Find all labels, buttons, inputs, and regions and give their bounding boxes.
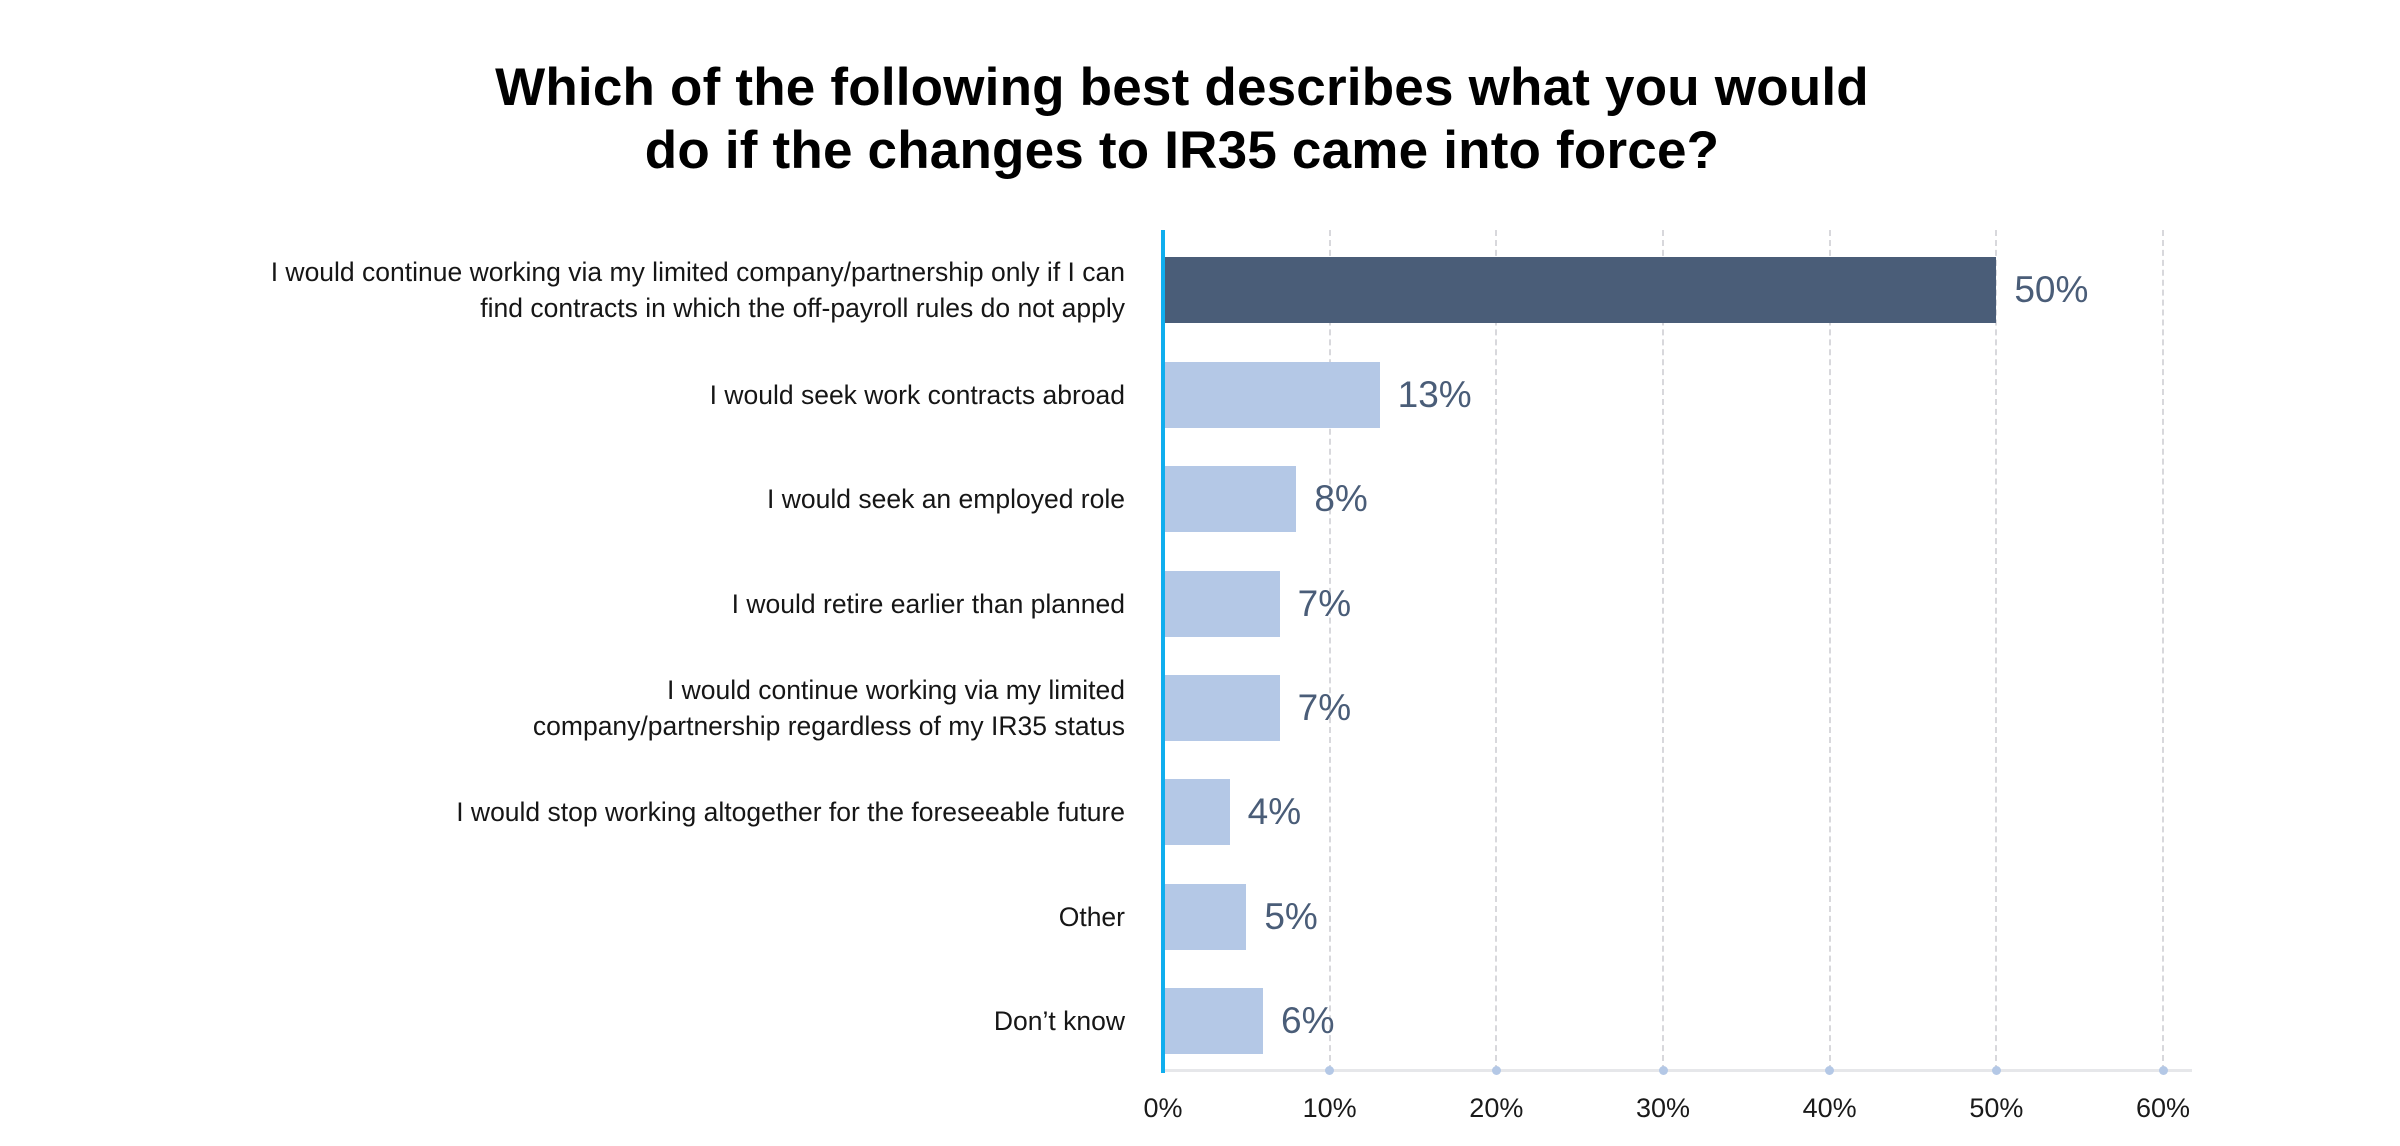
category-label: I would stop working altogether for the … xyxy=(125,779,1125,845)
chart-title: Which of the following best describes wh… xyxy=(0,56,2400,182)
x-tick-label: 50% xyxy=(1969,1093,2024,1123)
bar-row: I would seek work contracts abroad 13% xyxy=(0,362,2400,428)
x-tick-label: 60% xyxy=(2135,1093,2191,1123)
category-label-line: find contracts in which the off-payroll … xyxy=(480,293,1125,323)
value-label: 7% xyxy=(1297,687,1352,728)
x-tick-label: 10% xyxy=(1302,1093,1357,1123)
x-tick-label: 20% xyxy=(1469,1093,1524,1123)
category-label: I would seek work contracts abroad xyxy=(125,362,1125,428)
category-label: Don’t know xyxy=(125,988,1125,1054)
gridline xyxy=(1495,230,1498,1071)
category-label: I would continue working via my limited c… xyxy=(125,675,1125,741)
value-label: 7% xyxy=(1297,583,1352,624)
bar-highlighted xyxy=(1165,257,1997,323)
tick-mark xyxy=(1658,1066,1668,1075)
bar-row: I would retire earlier than planned 7% xyxy=(0,571,2400,637)
value-label: 50% xyxy=(2014,269,2089,310)
tick-mark xyxy=(1991,1066,2001,1075)
category-label-line: I would retire earlier than planned xyxy=(731,589,1125,619)
x-tick-label: 0% xyxy=(1143,1093,1183,1123)
bar xyxy=(1165,466,1297,532)
tick-mark xyxy=(1325,1066,1335,1075)
category-label-line: I would seek work contracts abroad xyxy=(709,380,1125,410)
bar xyxy=(1165,884,1247,950)
value-label: 5% xyxy=(1264,896,1318,937)
category-label-line: I would continue working via my limited xyxy=(666,675,1125,705)
tick-mark xyxy=(2158,1066,2168,1075)
category-label: Other xyxy=(125,884,1125,950)
value-label: 13% xyxy=(1397,374,1472,415)
value-label: 6% xyxy=(1281,1000,1335,1041)
y-axis-line xyxy=(1161,230,1165,1073)
category-label: I would retire earlier than planned xyxy=(125,571,1125,637)
bar-row: Don’t know 6% xyxy=(0,988,2400,1054)
value-label: 8% xyxy=(1314,478,1368,519)
x-tick-label: 40% xyxy=(1802,1093,1857,1123)
bar-row: Other 5% xyxy=(0,884,2400,950)
category-label-line: Don’t know xyxy=(993,1006,1125,1036)
category-label-line: I would seek an employed role xyxy=(767,484,1125,514)
category-label-line: Other xyxy=(1058,902,1125,932)
category-label-line: I would stop working altogether for the … xyxy=(456,797,1125,827)
bar-row: I would seek an employed role 8% xyxy=(0,466,2400,532)
chart-title-line-2: do if the changes to IR35 came into forc… xyxy=(644,121,1720,180)
category-label: I would continue working via my limited … xyxy=(125,257,1125,323)
category-label-line: company/partnership regardless of my IR3… xyxy=(532,711,1125,741)
value-label: 4% xyxy=(1247,791,1302,832)
gridline xyxy=(1828,230,1831,1071)
category-label: I would seek an employed role xyxy=(125,466,1125,532)
bar xyxy=(1165,571,1280,637)
gridline xyxy=(1995,230,1998,1071)
bar xyxy=(1165,675,1280,741)
tick-mark xyxy=(1825,1066,1835,1075)
gridline xyxy=(1328,230,1331,1071)
category-label-line: I would continue working via my limited … xyxy=(270,257,1125,287)
bar-row: I would continue working via my limited … xyxy=(0,257,2400,323)
bar xyxy=(1165,362,1380,428)
gridline xyxy=(1662,230,1664,1071)
bar-row: I would continue working via my limited c… xyxy=(0,675,2400,741)
chart-title-line-1: Which of the following best describes wh… xyxy=(495,58,1869,117)
bar xyxy=(1165,779,1230,845)
tick-mark xyxy=(1491,1066,1501,1075)
x-tick-label: 30% xyxy=(1635,1093,1691,1123)
bar-row: I would stop working altogether for the … xyxy=(0,779,2400,845)
bar xyxy=(1165,988,1263,1054)
x-axis-baseline xyxy=(1163,1069,2192,1072)
gridline xyxy=(2162,230,2165,1071)
